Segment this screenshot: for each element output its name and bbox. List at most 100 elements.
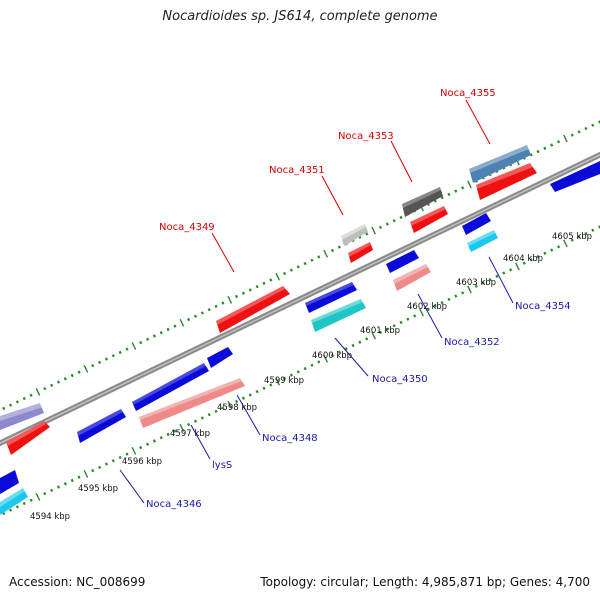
gene-feature[interactable] (386, 250, 419, 273)
gene-label[interactable]: lysS (212, 460, 232, 471)
gene-feature[interactable] (410, 206, 448, 233)
gene-label[interactable]: Noca_4346 (146, 499, 202, 510)
minor-tick (543, 251, 547, 255)
minor-tick (392, 219, 396, 223)
minor-tick (146, 337, 150, 341)
minor-tick (269, 383, 273, 387)
gene-labels: Noca_4349 Noca_4351 Noca_4353 Noca_4355 … (146, 88, 571, 510)
minor-tick (529, 258, 533, 262)
gene-feature-noca-4354[interactable] (467, 230, 498, 252)
minor-tick (447, 192, 451, 197)
minor-tick (557, 140, 561, 144)
major-tick (227, 295, 233, 304)
minor-tick (214, 409, 218, 413)
gene-feature[interactable] (0, 488, 28, 515)
gene-feature[interactable] (0, 470, 19, 494)
minor-tick (488, 278, 492, 282)
minor-tick (351, 343, 355, 348)
minor-tick (283, 271, 287, 276)
minor-tick (152, 439, 156, 443)
minor-tick (56, 380, 61, 384)
gene-feature-noca-4350[interactable] (305, 282, 357, 313)
minor-tick (9, 403, 13, 407)
minor-tick (440, 301, 444, 305)
minor-tick (22, 396, 26, 401)
gene-feature[interactable] (348, 242, 373, 263)
major-tick (227, 400, 233, 409)
minor-tick (447, 297, 451, 302)
minor-tick (330, 248, 335, 253)
minor-tick (529, 153, 533, 157)
minor-tick (139, 340, 143, 345)
minor-tick (70, 478, 74, 483)
major-tick (131, 446, 137, 455)
gene-feature[interactable] (132, 363, 209, 411)
minor-tick (98, 360, 102, 365)
gene-label[interactable]: Noca_4352 (444, 337, 500, 348)
tick-track-lower (2, 225, 600, 516)
gene-feature-noca-4352[interactable] (393, 264, 431, 291)
minor-tick (440, 196, 444, 200)
minor-tick (570, 133, 574, 137)
minor-tick (104, 357, 108, 361)
minor-tick (385, 327, 389, 331)
major-tick (323, 354, 329, 363)
gene-feature-noca-4348[interactable] (207, 347, 233, 368)
features-upper (0, 145, 537, 455)
minor-tick (29, 393, 33, 397)
minor-tick (536, 149, 540, 154)
minor-tick (454, 294, 458, 298)
gene-label[interactable]: Noca_4349 (159, 222, 215, 233)
major-tick (275, 272, 281, 281)
major-tick (275, 377, 281, 386)
minor-tick (43, 386, 47, 391)
minor-tick (550, 143, 554, 147)
gene-label[interactable]: Noca_4354 (515, 301, 571, 312)
gene-feature-noca-4355[interactable] (469, 145, 531, 183)
minor-tick (426, 307, 430, 311)
minor-tick (358, 340, 362, 344)
minor-tick (248, 288, 252, 292)
gene-feature[interactable] (311, 299, 366, 332)
minor-tick (200, 311, 204, 315)
gene-feature[interactable] (0, 403, 44, 430)
minor-tick (289, 373, 293, 377)
gene-feature-lyss[interactable] (139, 378, 245, 428)
gene-label[interactable]: Noca_4351 (269, 165, 325, 176)
gene-label[interactable]: Noca_4353 (338, 131, 394, 142)
minor-tick (454, 189, 458, 193)
gene-label[interactable]: Noca_4355 (440, 88, 496, 99)
major-tick (371, 226, 376, 235)
minor-tick (557, 245, 561, 249)
gene-feature[interactable] (77, 409, 126, 443)
minor-tick (22, 501, 26, 506)
page-title: Nocardioides sp. JS614, complete genome (162, 9, 438, 24)
minor-tick (317, 360, 321, 364)
kbp-label: 4599 kbp (264, 376, 304, 386)
minor-tick (365, 232, 369, 236)
gene-feature[interactable] (476, 163, 537, 200)
gene-feature-noca-4351[interactable] (341, 224, 368, 246)
minor-tick (91, 363, 95, 368)
gene-label[interactable]: Noca_4348 (262, 433, 318, 444)
minor-tick (193, 314, 198, 318)
kbp-label: 4602 kbp (407, 302, 447, 312)
minor-tick (283, 376, 287, 381)
major-tick (83, 365, 89, 373)
minor-tick (502, 271, 506, 275)
major-tick (179, 423, 185, 432)
gene-feature[interactable] (550, 161, 600, 192)
minor-tick (173, 324, 177, 328)
gene-label[interactable]: Noca_4350 (372, 374, 428, 385)
gene-feature-noca-4353[interactable] (402, 187, 443, 217)
minor-tick (2, 406, 6, 411)
kbp-label: 4595 kbp (78, 484, 118, 494)
minor-tick (474, 284, 478, 288)
minor-tick (241, 291, 245, 295)
gene-feature[interactable] (462, 213, 491, 235)
gene-feature[interactable] (6, 421, 50, 455)
minor-tick (104, 462, 108, 466)
gene-feature-noca-4349[interactable] (216, 286, 290, 333)
minor-tick (207, 412, 211, 417)
